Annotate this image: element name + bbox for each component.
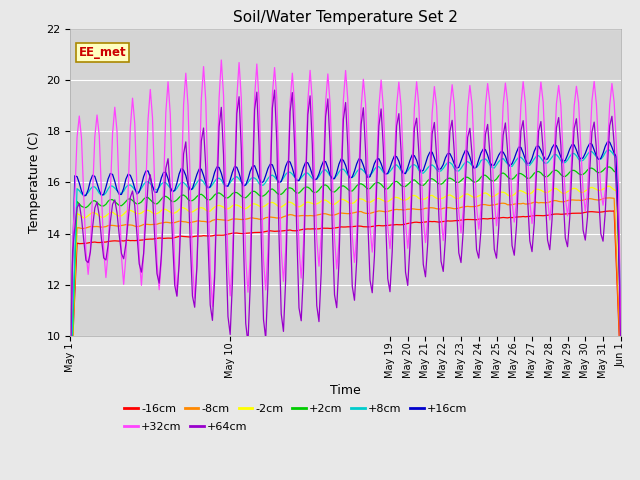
+32cm [224, 260, 232, 265]
+32cm [67, 377, 74, 383]
+32cm [218, 57, 225, 63]
-2cm [555, 187, 563, 193]
+64cm [222, 239, 230, 244]
+64cm [402, 269, 410, 275]
+2cm [555, 169, 563, 175]
Line: -2cm: -2cm [70, 186, 621, 402]
X-axis label: Time: Time [330, 384, 361, 396]
Line: +64cm: +64cm [70, 90, 621, 373]
Text: EE_met: EE_met [79, 46, 126, 59]
-2cm [617, 324, 625, 329]
-8cm [606, 195, 614, 201]
+16cm [406, 157, 414, 163]
-16cm [411, 219, 419, 225]
Line: -16cm: -16cm [70, 211, 621, 392]
+32cm [402, 220, 410, 226]
+8cm [222, 183, 230, 189]
+2cm [411, 177, 419, 183]
Y-axis label: Temperature (C): Temperature (C) [28, 132, 41, 233]
-16cm [67, 389, 74, 395]
-2cm [67, 399, 74, 405]
+64cm [67, 370, 74, 376]
-8cm [67, 380, 74, 386]
+2cm [227, 193, 234, 199]
+2cm [606, 164, 614, 170]
+8cm [406, 165, 414, 170]
+2cm [67, 393, 74, 398]
+16cm [411, 153, 419, 158]
Title: Soil/Water Temperature Set 2: Soil/Water Temperature Set 2 [233, 10, 458, 25]
-2cm [399, 197, 407, 203]
-16cm [222, 232, 230, 238]
-8cm [399, 207, 407, 213]
+2cm [406, 180, 414, 185]
-8cm [555, 199, 563, 204]
+32cm [413, 79, 420, 84]
+16cm [604, 139, 611, 144]
+8cm [411, 162, 419, 168]
+8cm [617, 303, 625, 309]
-16cm [617, 372, 625, 378]
+16cm [222, 183, 230, 189]
-16cm [555, 211, 563, 217]
+8cm [555, 155, 563, 160]
+8cm [67, 385, 74, 391]
+64cm [271, 87, 278, 93]
Legend: +32cm, +64cm: +32cm, +64cm [120, 418, 252, 436]
+32cm [228, 257, 236, 263]
+32cm [617, 332, 625, 338]
+2cm [617, 311, 625, 317]
+64cm [557, 143, 564, 148]
+2cm [399, 184, 407, 190]
+64cm [408, 180, 416, 186]
+8cm [604, 147, 611, 153]
Line: +16cm: +16cm [70, 142, 621, 344]
-8cm [617, 365, 625, 371]
-8cm [406, 206, 414, 212]
+16cm [555, 148, 563, 154]
+8cm [227, 180, 234, 186]
-2cm [406, 194, 414, 200]
+64cm [227, 332, 234, 337]
Line: +32cm: +32cm [70, 60, 621, 380]
+32cm [408, 162, 416, 168]
Line: -8cm: -8cm [70, 198, 621, 383]
-16cm [227, 231, 234, 237]
+32cm [557, 103, 564, 108]
+16cm [617, 330, 625, 336]
-16cm [611, 208, 618, 214]
-2cm [227, 205, 234, 211]
+16cm [67, 341, 74, 347]
-2cm [222, 206, 230, 212]
-16cm [406, 220, 414, 226]
+8cm [399, 170, 407, 176]
+2cm [222, 195, 230, 201]
-16cm [399, 222, 407, 228]
Line: +2cm: +2cm [70, 167, 621, 396]
+16cm [227, 177, 234, 183]
-8cm [411, 206, 419, 212]
+16cm [399, 170, 407, 176]
-2cm [411, 192, 419, 198]
-8cm [222, 217, 230, 223]
+64cm [413, 115, 420, 121]
+64cm [617, 360, 625, 366]
-2cm [606, 183, 614, 189]
Line: +8cm: +8cm [70, 150, 621, 388]
-8cm [227, 217, 234, 223]
